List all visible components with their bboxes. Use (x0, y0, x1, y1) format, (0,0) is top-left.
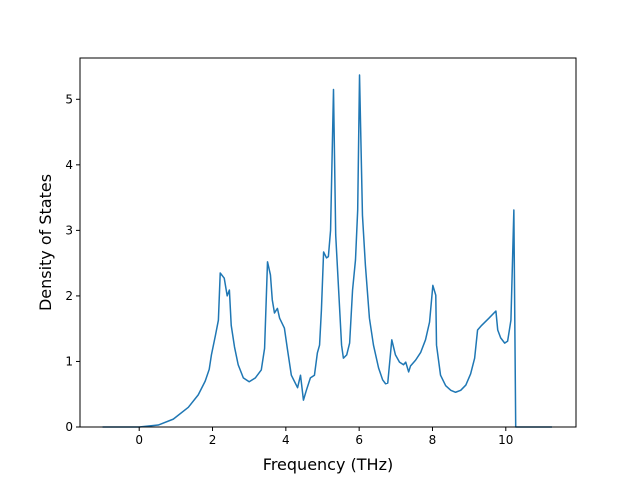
x-tick-label: 2 (209, 433, 217, 447)
x-tick-label: 0 (135, 433, 143, 447)
y-tick-label: 3 (65, 223, 73, 237)
x-tick-label: 8 (429, 433, 437, 447)
y-tick-label: 4 (65, 158, 73, 172)
y-tick-label: 1 (65, 354, 73, 368)
y-tick-label: 5 (65, 92, 73, 106)
axes-frame (79, 57, 577, 428)
x-tick-label: 4 (282, 433, 290, 447)
y-tick-label: 2 (65, 289, 73, 303)
x-tick-label: 10 (498, 433, 513, 447)
line-series (102, 74, 552, 428)
x-tick-label: 6 (355, 433, 363, 447)
x-axis-label: Frequency (THz) (263, 455, 393, 474)
y-axis-label: Density of States (36, 174, 55, 311)
y-tick-label: 0 (65, 420, 73, 434)
plot-area (102, 74, 552, 428)
